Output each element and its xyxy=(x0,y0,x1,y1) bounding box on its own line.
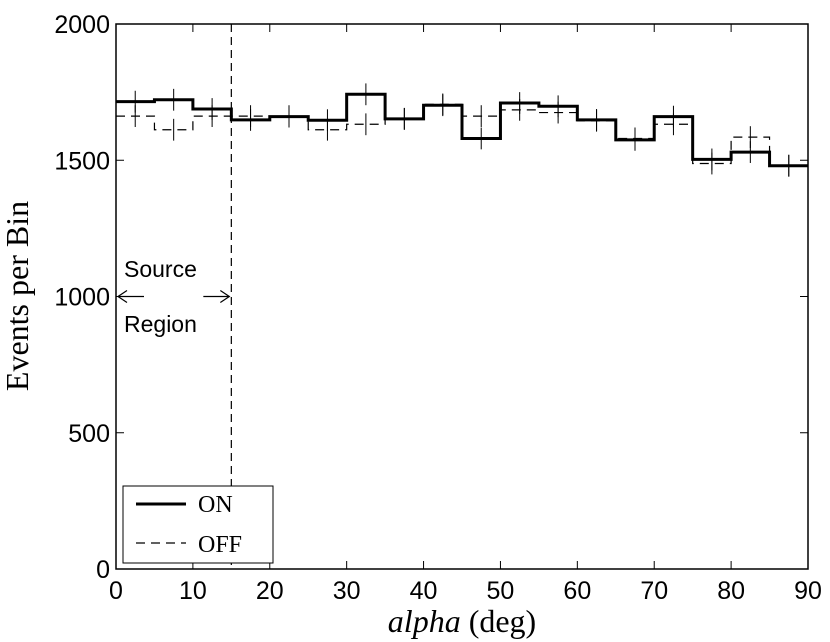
legend-box xyxy=(122,485,274,564)
legend: ON OFF xyxy=(122,485,274,564)
y-tick-label: 1500 xyxy=(54,147,110,175)
y-tick-label: 500 xyxy=(68,420,110,448)
right-arrow-head xyxy=(220,290,231,303)
x-axis-label: alpha (deg) xyxy=(388,603,536,639)
x-tick-label: 70 xyxy=(640,577,668,605)
x-tick-label: 20 xyxy=(256,577,284,605)
x-tick-label: 90 xyxy=(794,577,822,605)
x-tick-label: 50 xyxy=(487,577,515,605)
x-tick-label: 30 xyxy=(333,577,361,605)
x-axis-label-unit: (deg) xyxy=(461,603,537,639)
x-tick-label: 80 xyxy=(717,577,745,605)
x-tick-label: 10 xyxy=(179,577,207,605)
x-tick-label: 40 xyxy=(410,577,438,605)
legend-on-label: ON xyxy=(198,492,233,518)
y-tick-label: 0 xyxy=(96,556,110,584)
x-tick-label: 60 xyxy=(563,577,591,605)
plot-marks xyxy=(116,24,808,569)
series-on-line xyxy=(116,92,808,168)
legend-off-label: OFF xyxy=(198,532,242,558)
source-label: Source xyxy=(124,256,197,282)
x-tick-label: 0 xyxy=(109,577,123,605)
x-axis-label-var: alpha xyxy=(388,603,461,639)
y-tick-label: 1000 xyxy=(54,284,110,312)
y-axis-label: Events per Bin xyxy=(0,201,35,391)
y-tick-label: 2000 xyxy=(54,11,110,39)
region-label: Region xyxy=(124,311,197,337)
left-arrow-head xyxy=(116,290,128,303)
axis-ticks: 0 10 20 30 40 50 60 70 80 90 0 500 1000 1500 2000 xyxy=(54,11,822,605)
source-region-arrows xyxy=(116,290,231,303)
